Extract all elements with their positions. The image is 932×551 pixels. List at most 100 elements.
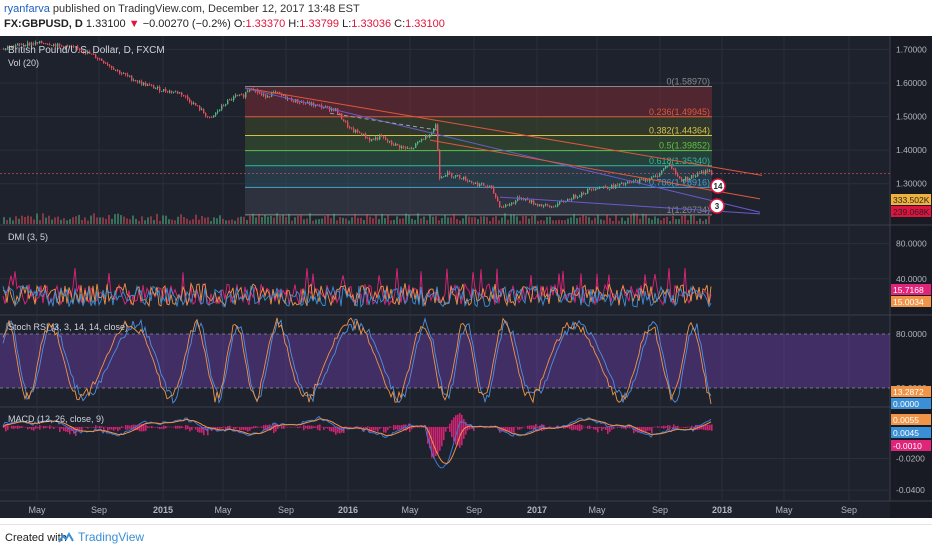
macd-histogram-bar (427, 426, 429, 444)
volume-bar (435, 216, 437, 224)
volume-bar (507, 219, 509, 224)
volume-bar (87, 220, 89, 224)
volume-bar (147, 217, 149, 224)
macd-histogram-bar (675, 426, 677, 429)
macd-histogram-bar (585, 426, 587, 428)
macd-histogram-bar (345, 426, 347, 428)
candle-body (69, 46, 71, 48)
volume-bar (276, 213, 278, 224)
candle-body (67, 46, 69, 48)
macd-histogram-bar (235, 426, 237, 430)
candle-body (515, 200, 517, 204)
candle-body (537, 203, 539, 206)
chart-svg[interactable]: May Sep 2015 May Sep 2016 May Sep 2017 May Sep 2018… (0, 36, 932, 518)
macd-histogram-bar (33, 426, 35, 431)
volume-bar (687, 219, 689, 224)
candle-body (639, 179, 641, 184)
time-axis-label: Sep (278, 505, 294, 515)
macd-histogram-bar (145, 424, 147, 431)
volume-bar (408, 214, 410, 224)
volume-bar (600, 219, 602, 224)
stoch-value-tag (891, 398, 931, 409)
candle-body (555, 206, 557, 208)
macd-histogram-bar (399, 425, 401, 430)
macd-histogram-bar (23, 426, 25, 428)
macd-histogram-bar (229, 425, 231, 429)
published-text: published on TradingView.com, December 1… (52, 3, 360, 15)
volume-bar (102, 217, 104, 224)
macd-histogram-bar (305, 425, 307, 429)
macd-histogram-bar (213, 426, 215, 429)
candle-body (73, 46, 75, 48)
volume-bar (705, 219, 707, 224)
chart-area[interactable]: May Sep 2015 May Sep 2016 May Sep 2017 May Sep 2018… (0, 36, 932, 518)
author-link[interactable]: ryanfarva (4, 3, 50, 15)
candle-body (327, 106, 329, 108)
volume-bar (633, 213, 635, 224)
footer: Created with TradingView (0, 524, 932, 551)
trend-line (244, 87, 761, 213)
candle-body (351, 127, 353, 129)
volume-bar (270, 215, 272, 224)
candle-body (217, 111, 219, 113)
volume-bar (504, 213, 506, 224)
candle-body (39, 41, 41, 43)
stoch-axis-label: 80.0000 (896, 329, 927, 339)
macd-histogram-bar (679, 426, 681, 428)
macd-histogram-bar (265, 424, 267, 431)
candle-body (623, 182, 625, 185)
macd-histogram-bar (349, 426, 351, 429)
macd-value-tag (891, 440, 931, 451)
candle-body (635, 180, 637, 182)
candle-body (247, 91, 249, 93)
volume-bar (225, 220, 227, 224)
candle-body (535, 203, 537, 205)
candle-body (353, 128, 355, 133)
volume-bar (459, 220, 461, 224)
volume-bar (237, 217, 239, 224)
macd-histogram-bar (183, 426, 185, 428)
volume-bar (111, 218, 113, 224)
candle-body (191, 102, 193, 105)
macd-histogram-bar (429, 426, 431, 449)
macd-histogram-bar (577, 424, 579, 431)
candle-body (475, 182, 477, 184)
event-marker-icon (709, 198, 725, 214)
macd-histogram-bar (607, 426, 609, 435)
candle-body (91, 53, 93, 55)
macd-histogram-bar (31, 426, 33, 430)
candle-body (29, 42, 31, 45)
macd-histogram-bar (615, 426, 617, 428)
high-label: H: (288, 18, 300, 30)
tradingview-brand[interactable]: TradingView (78, 530, 145, 544)
macd-histogram-bar (85, 426, 87, 428)
candle-body (5, 48, 7, 50)
volume-tag (891, 194, 931, 205)
candle-body (347, 121, 349, 128)
macd-histogram-bar (95, 425, 97, 430)
candle-body (593, 189, 595, 191)
candle-body (339, 113, 341, 114)
candle-body (119, 70, 121, 74)
volume-bar (372, 218, 374, 224)
candle-body (619, 183, 621, 186)
candle-body (587, 189, 589, 194)
volume-bar (552, 220, 554, 224)
volume-legend: Vol (20) (8, 58, 39, 68)
macd-histogram-bar (351, 426, 353, 428)
candle-body (709, 170, 711, 172)
volume-bar (297, 215, 299, 224)
macd-histogram-bar (43, 425, 45, 429)
candle-body (179, 92, 181, 94)
candle-body (103, 60, 105, 64)
macd-histogram-bar (709, 424, 711, 431)
macd-histogram-bar (157, 426, 159, 429)
volume-bar (612, 220, 614, 224)
macd-histogram-bar (129, 425, 131, 429)
candle-body (611, 184, 613, 189)
macd-histogram-bar (257, 426, 259, 428)
macd-histogram-bar (337, 426, 339, 433)
candle-body (15, 45, 17, 47)
macd-histogram-bar (547, 426, 549, 428)
macd-histogram-bar (505, 426, 507, 432)
